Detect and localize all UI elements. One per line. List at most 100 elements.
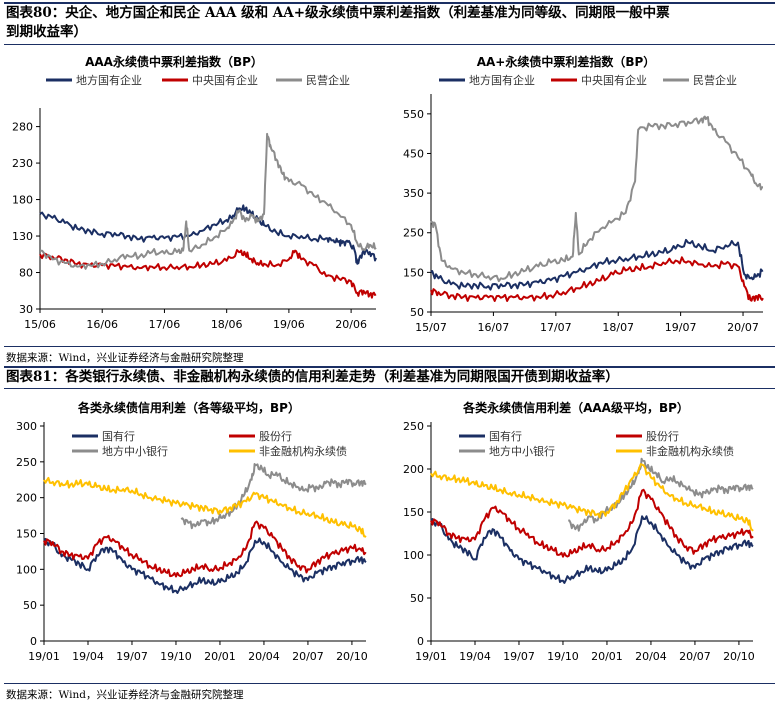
series-line — [430, 256, 764, 302]
x-tick-label: 19/01 — [415, 650, 447, 663]
legend-label: 非金融机构永续债 — [646, 444, 734, 458]
series-line — [430, 515, 754, 584]
x-tick-label: 19/07 — [116, 650, 148, 663]
y-tick-label: 150 — [16, 528, 37, 541]
x-tick-label: 18/06 — [211, 318, 243, 331]
y-tick-label: 0 — [417, 635, 424, 648]
y-tick-label: 50 — [410, 306, 424, 319]
y-tick-label: 300 — [16, 420, 37, 433]
legend-label: 地方国有企业 — [469, 73, 535, 87]
figure80-title-line1: 图表80：央企、地方国企和民企 AAA 级和 AA+级永续债中票利差指数（利差基… — [6, 5, 670, 21]
figure80-title-rule — [4, 44, 775, 45]
y-tick-label: 50 — [23, 599, 37, 612]
x-tick-label: 19/04 — [459, 650, 491, 663]
y-tick-label: 150 — [403, 266, 424, 279]
y-tick-label: 100 — [16, 563, 37, 576]
x-tick-label: 16/06 — [86, 318, 118, 331]
x-tick-label: 19/07 — [665, 321, 697, 334]
x-tick-label: 19/10 — [547, 650, 579, 663]
chart-title: AA+永续债中票利差指数（BP） — [477, 54, 656, 69]
chart-aa-plus-perpetual-spread-index: AA+永续债中票利差指数（BP） 地方国有企业 中央国有企业 民营企业 50 150 250… — [403, 54, 764, 334]
x-tick-label: 17/07 — [540, 321, 572, 334]
series-line — [180, 463, 367, 530]
x-tick-label: 19/01 — [28, 650, 60, 663]
figure80-title-line2: 到期收益率） — [6, 24, 87, 40]
series-line — [43, 520, 367, 578]
y-tick-label: 250 — [16, 456, 37, 469]
series-line — [43, 537, 367, 594]
y-tick-label: 350 — [403, 187, 424, 200]
legend-label: 民营企业 — [306, 73, 350, 87]
series-line — [43, 476, 367, 538]
y-tick-label: 150 — [403, 506, 424, 519]
x-tick-label: 19/10 — [160, 650, 192, 663]
y-tick-label: 100 — [403, 549, 424, 562]
series-line — [430, 238, 764, 291]
y-tick-label: 250 — [403, 227, 424, 240]
y-tick-label: 0 — [30, 635, 37, 648]
legend-label: 非金融机构永续债 — [259, 444, 347, 458]
legend-label: 地方中小银行 — [489, 444, 555, 458]
figure81-title-rule — [4, 388, 775, 389]
x-tick-label: 20/10 — [336, 650, 368, 663]
figure81-top-rule — [4, 366, 775, 368]
series-line — [430, 463, 754, 532]
x-tick-label: 17/06 — [149, 318, 181, 331]
legend-label: 股份行 — [259, 430, 292, 443]
figure80-top-rule — [4, 2, 775, 4]
y-tick-label: 550 — [403, 108, 424, 121]
y-tick-label: 130 — [12, 230, 33, 243]
x-tick-label: 18/07 — [602, 321, 634, 334]
legend-label: 中央国有企业 — [581, 73, 647, 87]
y-tick-label: 200 — [403, 463, 424, 476]
x-tick-label: 20/06 — [335, 318, 367, 331]
figure81-title: 图表81：各类银行永续债、非金融机构永续债的信用利差走势（利差基准为同期限国开债… — [6, 369, 619, 385]
legend-label: 中央国有企业 — [192, 73, 258, 87]
legend-label: 地方国有企业 — [76, 73, 142, 87]
x-tick-label: 20/01 — [204, 650, 236, 663]
y-tick-label: 280 — [12, 121, 33, 134]
figure80-source: 数据来源：Wind，兴业证券经济与金融研究院整理 — [6, 352, 244, 364]
series-line — [39, 249, 377, 299]
chart-title: AAA永续债中票利差指数（BP） — [85, 54, 263, 69]
x-tick-label: 20/10 — [723, 650, 755, 663]
x-tick-label: 15/06 — [24, 318, 56, 331]
series-line — [568, 457, 754, 532]
x-tick-label: 20/07 — [292, 650, 324, 663]
y-tick-label: 200 — [16, 492, 37, 505]
x-tick-label: 20/07 — [727, 321, 759, 334]
x-tick-label: 20/04 — [635, 650, 667, 663]
chart-aaa-perpetual-spread-index: AAA永续债中票利差指数（BP） 地方国有企业 中央国有企业 民营企业 30 80 130 1… — [12, 54, 377, 331]
y-tick-label: 30 — [19, 303, 33, 316]
x-tick-label: 20/04 — [248, 650, 280, 663]
legend-label: 国有行 — [102, 429, 135, 443]
y-tick-label: 230 — [12, 157, 33, 170]
series-line — [430, 488, 754, 558]
x-tick-label: 19/07 — [503, 650, 535, 663]
y-tick-label: 50 — [410, 592, 424, 605]
x-tick-label: 15/07 — [415, 321, 447, 334]
legend-label: 地方中小银行 — [102, 444, 168, 458]
legend-label: 股份行 — [646, 430, 679, 443]
legend-label: 国有行 — [489, 429, 522, 443]
y-tick-label: 450 — [403, 147, 424, 160]
figure80-bottom-rule — [4, 346, 775, 347]
x-tick-label: 20/01 — [591, 650, 623, 663]
chart-title: 各类永续债信用利差（各等级平均，BP） — [77, 400, 300, 415]
series-line — [39, 204, 377, 265]
y-tick-label: 80 — [19, 267, 33, 280]
y-tick-label: 180 — [12, 194, 33, 207]
x-tick-label: 19/04 — [72, 650, 104, 663]
figure81-bottom-rule — [4, 683, 775, 684]
x-tick-label: 20/07 — [679, 650, 711, 663]
x-tick-label: 19/06 — [273, 318, 305, 331]
series-line — [39, 132, 377, 270]
chart-title: 各类永续债信用利差（AAA级平均，BP） — [462, 400, 689, 415]
figure81-source: 数据来源：Wind，兴业证券经济与金融研究院整理 — [6, 689, 244, 701]
legend-label: 民营企业 — [693, 73, 737, 87]
y-tick-label: 250 — [403, 420, 424, 433]
series-line — [430, 115, 763, 283]
x-tick-label: 16/07 — [478, 321, 510, 334]
